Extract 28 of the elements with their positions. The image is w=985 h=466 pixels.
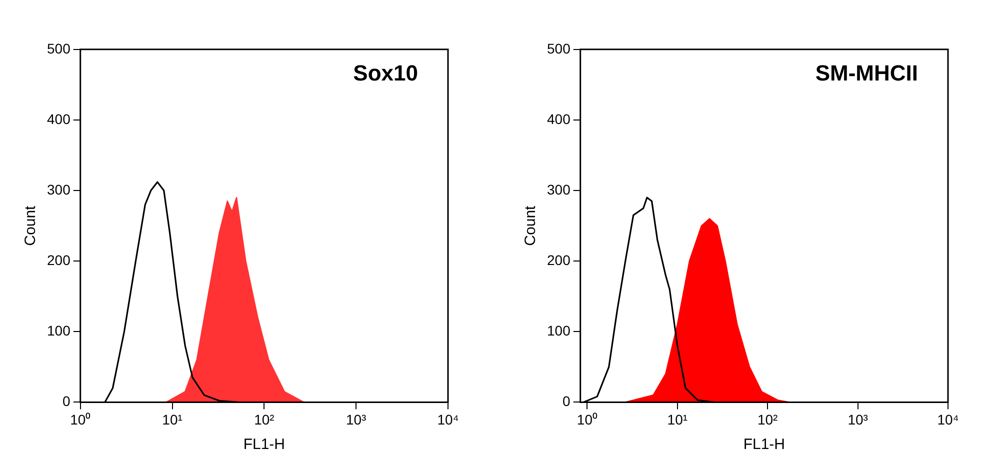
y-tick-label: 500 [47, 40, 71, 56]
x-tick-label: 10² [254, 411, 275, 428]
y-tick-label: 400 [47, 110, 71, 127]
y-tick-label: 300 [47, 181, 71, 198]
y-axis-title: Count [22, 204, 40, 246]
x-tick-label: 10³ [848, 411, 868, 428]
y-tick-label: 200 [47, 252, 71, 268]
y-tick-label: 300 [547, 181, 571, 198]
y-tick-label: 200 [547, 252, 571, 268]
y-tick-label: 100 [47, 322, 71, 338]
y-tick-label: 100 [547, 322, 571, 338]
y-tick-label: 0 [62, 393, 71, 410]
y-tick-label: 0 [562, 393, 571, 410]
text: SM-MHCII [815, 60, 918, 86]
x-tick-label: 10¹ [162, 411, 183, 428]
x-axis-title: FL1-H [243, 436, 286, 454]
x-tick-label: 10⁴ [437, 411, 459, 428]
text: Sox10 [353, 60, 418, 86]
x-tick-label: 10³ [346, 411, 367, 428]
x-axis-title: FL1-H [743, 436, 786, 454]
x-tick-label: 10¹ [667, 411, 688, 428]
x-tick-label: 10⁴ [937, 411, 959, 428]
x-tick-label: 10⁰ [576, 411, 598, 428]
x-tick-label: 10⁰ [70, 411, 91, 428]
x-tick-label: 10² [757, 411, 778, 428]
y-tick-label: 400 [547, 110, 571, 127]
y-tick-label: 500 [547, 40, 571, 56]
y-axis-title: Count [522, 204, 540, 246]
